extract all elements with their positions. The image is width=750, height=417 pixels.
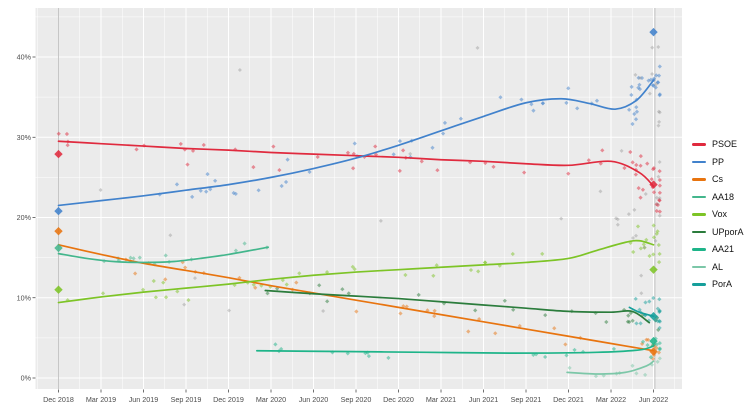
legend-item-pora: PorA: [692, 279, 744, 290]
election-result-cs: [649, 347, 658, 356]
legend-color-swatch: [692, 143, 706, 146]
y-axis-tick-label: 10%: [17, 293, 32, 302]
legend-color-swatch: [692, 230, 706, 234]
legend-item-cs: Cs: [692, 174, 744, 185]
y-axis-tick-label: 30%: [17, 133, 32, 142]
legend-color-swatch: [692, 213, 706, 216]
x-axis-tick-label: Jun 2019: [129, 395, 159, 404]
trend-line-vox: [57, 239, 655, 304]
trend-lines: [57, 79, 655, 375]
election-result-aa18: [54, 243, 63, 253]
legend-color-swatch: [692, 178, 706, 181]
poll-scatter-points: [56, 44, 662, 379]
legend-color-swatch: [692, 283, 706, 286]
legend-label: PorA: [712, 279, 733, 289]
legend-label: Vox: [712, 209, 728, 219]
chart-legend: PSOE PP Cs AA18 Vox UPporA AA21 AL PorA: [692, 139, 744, 290]
legend-item-psoe: PSOE: [692, 139, 744, 150]
axes: Dec 2018 Mar 2019 Jun 2019 Sep 2019 Dec 2019…: [17, 53, 669, 404]
x-axis-tick-label: Dec 2021: [553, 395, 584, 404]
y-axis-tick-label: 40%: [17, 53, 32, 62]
legend-color-swatch: [692, 160, 706, 164]
election-result-cs: [54, 226, 63, 236]
election-result-psoe: [649, 180, 658, 189]
legend-label: AL: [712, 261, 724, 272]
scatter-points-others: [98, 44, 662, 313]
trend-line-pp: [57, 79, 655, 207]
legend-label: AA18: [712, 191, 735, 202]
election-result-vox: [649, 265, 658, 274]
legend-color-swatch: [692, 195, 706, 199]
legend-item-vox: Vox: [692, 209, 744, 220]
legend-item-al: AL: [692, 262, 744, 273]
legend-label: Cs: [712, 174, 723, 184]
x-axis-tick-label: Jun 2020: [299, 395, 329, 404]
trend-line-psoe: [57, 140, 655, 188]
gridlines: [35, 8, 682, 389]
trend-line-aa21: [255, 345, 655, 354]
legend-color-swatch: [692, 265, 706, 269]
trend-line-uppora: [264, 289, 651, 324]
trend-line-al: [566, 360, 655, 375]
election-day-lines: [58, 8, 656, 389]
x-axis-tick-label: Mar 2020: [256, 395, 286, 404]
legend-label: UPporA: [712, 226, 744, 237]
plot-panel: [35, 8, 682, 389]
x-axis-tick-label: Sep 2021: [511, 395, 542, 404]
legend-label: PP: [712, 156, 725, 167]
legend-color-swatch: [692, 248, 706, 251]
x-axis-tick-label: Sep 2020: [341, 395, 372, 404]
legend-item-uppora: UPporA: [692, 227, 744, 238]
x-axis-tick-label: Jun 2021: [469, 395, 499, 404]
election-result-aa21: [649, 336, 658, 346]
legend-label: AA21: [712, 244, 735, 254]
x-axis-tick-label: Mar 2021: [426, 395, 456, 404]
scatter-points-psoe: [56, 131, 662, 214]
x-axis-tick-label: Sep 2019: [171, 395, 202, 404]
election-result-pp: [54, 206, 63, 216]
y-axis-tick-label: 0%: [21, 374, 32, 383]
x-axis-tick-label: Dec 2019: [213, 395, 244, 404]
election-result-vox: [54, 285, 63, 294]
legend-item-aa18: AA18: [692, 192, 744, 203]
scatter-points-vox: [65, 223, 662, 303]
x-axis-tick-label: Mar 2019: [86, 395, 116, 404]
legend-label: PSOE: [712, 139, 738, 149]
trend-line-aa18: [57, 246, 270, 264]
x-axis-tick-label: Jun 2022: [639, 395, 669, 404]
legend-item-aa21: AA21: [692, 244, 744, 255]
election-result-pp: [649, 27, 658, 37]
legend-item-pp: PP: [692, 157, 744, 168]
election-result-markers: [54, 27, 658, 356]
x-axis-tick-label: Mar 2022: [596, 395, 626, 404]
y-axis-tick-label: 20%: [17, 213, 32, 222]
trend-line-cs: [57, 243, 655, 352]
x-axis-tick-label: Dec 2018: [43, 395, 74, 404]
scatter-points-pora: [633, 295, 662, 331]
election-result-pora: [649, 312, 658, 321]
election-result-psoe: [54, 149, 63, 159]
x-axis-tick-label: Dec 2020: [383, 395, 414, 404]
